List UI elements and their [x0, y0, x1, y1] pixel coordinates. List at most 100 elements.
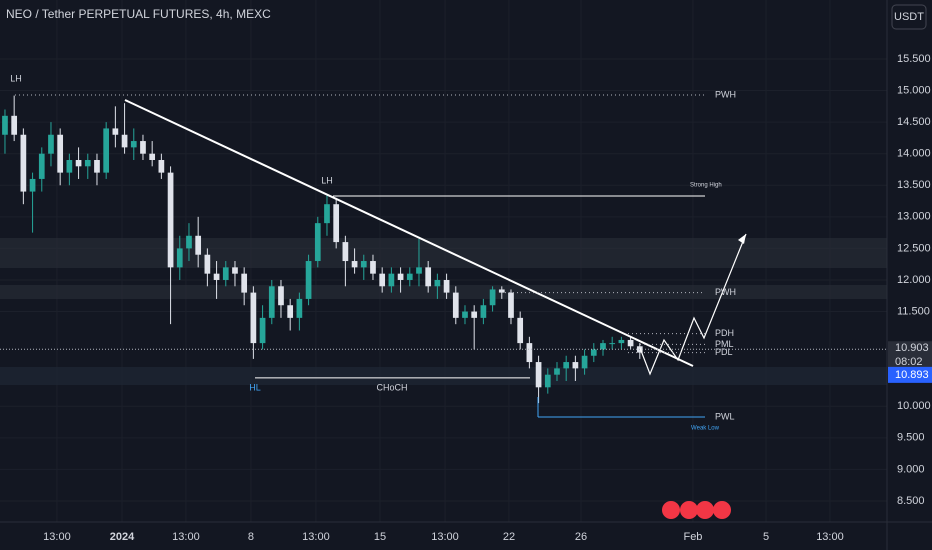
candle-body: [130, 141, 137, 148]
level-label: PDH: [715, 328, 734, 338]
y-tick-label: 13.000: [897, 211, 931, 223]
level-label: PWH: [715, 287, 736, 297]
candle-body: [600, 343, 606, 350]
candle-body: [471, 311, 478, 318]
countdown-label: 08:02: [895, 356, 923, 368]
candle-body: [434, 279, 441, 287]
candle-body: [158, 160, 165, 173]
event-icon: [713, 501, 731, 519]
candle-body: [38, 153, 45, 179]
x-tick-label: 15: [374, 531, 386, 543]
candle-body: [452, 292, 459, 318]
candle-body: [406, 273, 413, 280]
candle-body: [268, 286, 275, 318]
candle-body: [176, 248, 183, 268]
x-tick-label: 2024: [110, 531, 135, 543]
level-label: PWH: [715, 89, 736, 99]
candle-body: [443, 279, 450, 293]
candle-body: [324, 204, 330, 224]
y-tick-label: 12.500: [897, 242, 931, 254]
candle-body: [351, 261, 358, 268]
candle-body: [397, 273, 404, 280]
x-tick-label: 26: [575, 531, 587, 543]
candle-body: [204, 254, 211, 274]
zone: [0, 238, 887, 268]
level-label: PWL: [715, 411, 735, 421]
candle-body: [342, 242, 349, 262]
candle-body: [425, 267, 432, 287]
y-tick-label: 15.500: [897, 53, 931, 65]
candle-body: [75, 160, 82, 167]
event-icon: [696, 501, 714, 519]
candle-body: [590, 349, 597, 356]
candle-body: [333, 204, 340, 243]
x-tick-label: 13:00: [816, 531, 844, 543]
last-price-label: 10.903: [895, 342, 929, 354]
candle-body: [581, 355, 588, 369]
candle-body: [149, 153, 156, 161]
candle-body: [195, 235, 202, 255]
level-label: Strong High: [690, 183, 722, 189]
candle-body: [462, 311, 468, 318]
candle-body: [489, 289, 496, 306]
candle-body: [11, 115, 18, 135]
y-tick-label: 14.500: [897, 116, 931, 128]
x-tick-label: 13:00: [43, 531, 71, 543]
candle-body: [112, 128, 119, 135]
candle-body: [517, 317, 524, 344]
level-label: PML: [715, 339, 734, 349]
candle-body: [526, 343, 533, 363]
candle-body: [305, 261, 312, 299]
candle-body: [29, 178, 36, 192]
candle-body: [186, 235, 192, 249]
currency-label[interactable]: USDT: [894, 11, 924, 23]
candle-body: [140, 141, 146, 154]
candle-body: [544, 374, 551, 388]
candle-body: [627, 339, 634, 347]
y-tick-label: 9.000: [897, 463, 925, 475]
bid-price-label: 10.893: [895, 369, 929, 381]
event-icon: [680, 501, 698, 519]
arrow-head: [738, 234, 746, 244]
x-tick-label: Feb: [683, 531, 702, 543]
y-tick-label: 13.500: [897, 179, 931, 191]
candle-body: [94, 160, 100, 173]
bid-price-tag: [888, 366, 932, 383]
candle-body: [563, 362, 570, 369]
event-icon: [662, 501, 680, 519]
x-tick-label: 13:00: [431, 531, 459, 543]
candle-body: [222, 267, 229, 280]
trendline: [124, 99, 694, 367]
candle-body: [314, 223, 321, 262]
candle-body: [213, 273, 220, 280]
candle-body: [508, 292, 514, 318]
candle-body: [379, 273, 386, 287]
annotation: CHoCH: [376, 382, 407, 392]
candle-body: [66, 160, 73, 173]
y-tick-label: 14.000: [897, 148, 931, 160]
event-icons: [662, 501, 731, 519]
candle-body: [388, 273, 395, 287]
zone: [0, 285, 887, 299]
y-tick-label: 12.000: [897, 274, 931, 286]
candle-body: [572, 362, 579, 369]
candle-body: [84, 160, 91, 167]
last-price-tag: [888, 341, 932, 370]
candle-body: [121, 134, 128, 148]
candle-body: [618, 339, 625, 344]
candle-body: [2, 115, 8, 135]
annotation: LH: [10, 73, 22, 83]
candle-body: [278, 286, 284, 306]
currency-button[interactable]: [891, 4, 927, 30]
candle-body: [480, 305, 487, 318]
candle-body: [241, 273, 248, 293]
y-tick-label: 10.000: [897, 400, 931, 412]
y-tick-label: 11.500: [897, 305, 930, 317]
candle-body: [287, 305, 294, 318]
candle-body: [259, 317, 266, 344]
plot: [2, 95, 643, 404]
candle-body: [498, 289, 505, 293]
